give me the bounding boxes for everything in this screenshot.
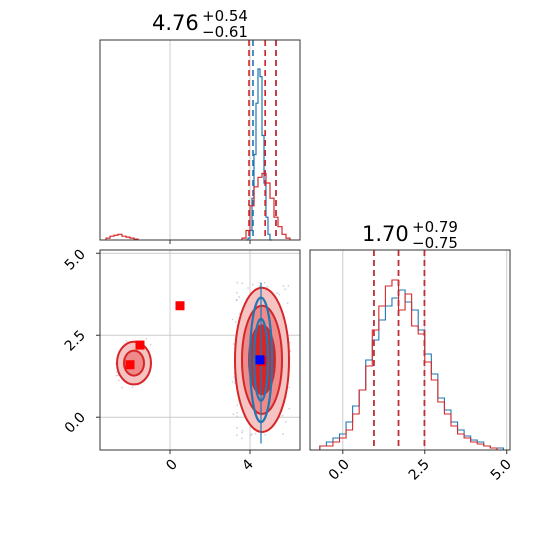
sample-point (238, 312, 241, 315)
sample-point (238, 296, 241, 298)
sample-point (284, 288, 287, 291)
sample-point (254, 432, 257, 435)
sample-point (236, 415, 239, 418)
sample-point (288, 386, 291, 389)
sample-point (287, 284, 290, 287)
sample-point (145, 337, 148, 340)
sample-point (241, 431, 244, 434)
panel1-title: 4.76 +0.54 −0.61 (152, 7, 248, 41)
red-histogram (313, 279, 504, 451)
sample-point (258, 285, 261, 288)
panel3-histogram (313, 250, 508, 451)
sample-point (282, 285, 285, 288)
sample-point (285, 421, 287, 423)
sample-point (281, 414, 284, 417)
sample-point (236, 281, 239, 284)
xtick-label-p3-0: 0.0 (326, 457, 353, 484)
sample-point (115, 371, 118, 374)
sample-point (264, 433, 267, 436)
panel1-title-minus: −0.61 (202, 23, 248, 41)
panel3-xticklabels: 0.0 2.5 5.0 (326, 457, 515, 484)
panel1-histogram (105, 40, 291, 241)
sample-point (234, 320, 237, 323)
panel1-frame (99, 39, 301, 241)
sample-point (149, 343, 152, 346)
sample-point (241, 282, 244, 285)
panel3-title-plus: +0.79 (412, 218, 458, 236)
panel1-title-value: 4.76 (152, 11, 199, 35)
sample-point (125, 340, 128, 342)
panel2-yticklabels: 0.0 2.5 5.0 (62, 247, 89, 437)
xtick-label-p3-2: 5.0 (488, 457, 515, 484)
sample-point (232, 413, 235, 416)
sample-point (236, 411, 239, 414)
xtick-label-4: 4 (239, 456, 257, 474)
sample-point (276, 292, 279, 294)
sample-point (236, 426, 238, 429)
sample-point (231, 318, 234, 321)
sample-point (118, 379, 120, 382)
sample-point (240, 437, 243, 440)
sample-point (233, 376, 236, 379)
blue-square-marker (255, 355, 265, 365)
xtick-label-p3-1: 2.5 (406, 457, 433, 484)
panel3-title-value: 1.70 (362, 222, 409, 246)
sample-point (115, 374, 118, 377)
red-square-marker (135, 340, 145, 350)
sample-point (235, 298, 238, 301)
sample-point (266, 285, 269, 288)
panel1-title-plus: +0.54 (202, 7, 248, 25)
ytick-label-2: 5.0 (62, 247, 89, 274)
sample-point (263, 281, 266, 284)
sample-point (236, 404, 239, 407)
sample-point (250, 433, 253, 436)
blue-histogram (313, 289, 504, 451)
ytick-label-1: 2.5 (62, 328, 89, 355)
sample-point (247, 287, 249, 289)
sample-point (131, 386, 134, 389)
sample-point (121, 386, 123, 389)
sample-point (288, 407, 291, 410)
ytick-label-0: 0.0 (62, 410, 89, 437)
panel2-frame (99, 249, 301, 451)
sample-point (286, 302, 289, 305)
sample-point (236, 434, 238, 437)
panel3-title: 1.70 +0.79 −0.75 (362, 218, 458, 252)
sample-point (235, 291, 238, 294)
sample-point (231, 381, 234, 383)
panel2-xticklabels: 0 4 (163, 456, 257, 474)
sample-point (232, 343, 235, 345)
sample-point (241, 429, 244, 432)
sample-point (278, 293, 281, 296)
red-square-marker (175, 301, 185, 311)
sample-point (282, 433, 284, 435)
panel3-title-minus: −0.75 (412, 234, 458, 252)
red-square-marker (125, 360, 135, 370)
red-histogram (105, 172, 291, 240)
panel2-joint (100, 250, 300, 450)
xtick-label-0: 0 (163, 457, 181, 475)
sample-point (251, 283, 254, 286)
sample-point (117, 374, 119, 376)
sample-point (289, 350, 292, 353)
panel3-frame (309, 249, 511, 451)
